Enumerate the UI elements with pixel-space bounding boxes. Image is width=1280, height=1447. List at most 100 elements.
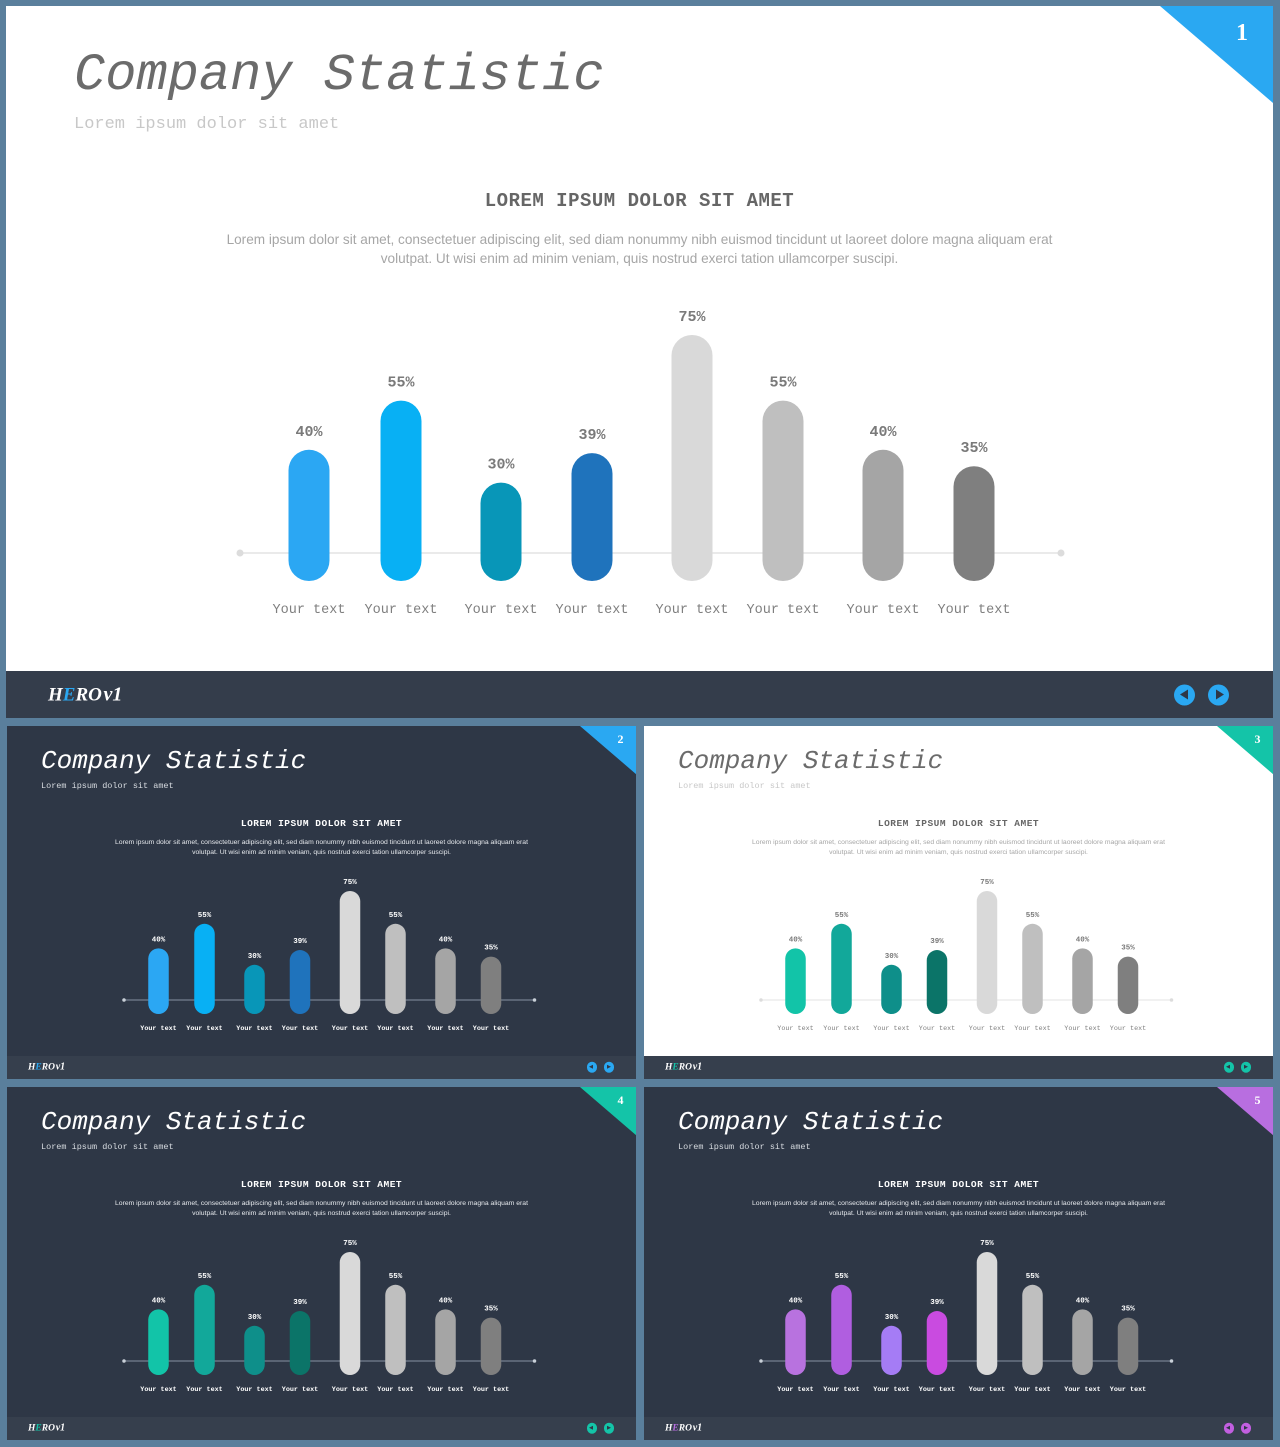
value-label-6: 55%	[389, 911, 403, 919]
value-label-3: 30%	[248, 952, 262, 960]
slide-title-word-company: Company	[41, 1107, 151, 1137]
category-label-8: Your text	[473, 1386, 509, 1394]
category-label-5: Your text	[969, 1386, 1005, 1394]
slide-title-word-company: Company	[678, 746, 788, 776]
category-label-4: Your text	[919, 1386, 955, 1394]
category-label-6: Your text	[1014, 1386, 1050, 1394]
value-label-7: 40%	[1076, 1297, 1090, 1305]
brand-accent-letter: E	[35, 1062, 42, 1073]
category-label-4: Your text	[282, 1386, 318, 1394]
slide-title-word-company: Company	[41, 746, 151, 776]
bar-chart: 40% Your text 55% Your text 30% Your text 39% Y…	[122, 1240, 537, 1394]
slide-2: Company Statistic Lorem ipsum dolor sit …	[7, 726, 636, 1079]
value-label-4: 39%	[930, 1299, 944, 1307]
chart-heading: LOREM IPSUM DOLOR SIT AMET	[877, 818, 1040, 829]
category-label-6: Your text	[1014, 1025, 1050, 1033]
baseline-start-dot	[122, 997, 126, 1002]
chart-description-line-1: Lorem ipsum dolor sit amet, consectetuer…	[226, 232, 1053, 247]
arrow-right-icon[interactable]	[603, 1062, 614, 1073]
baseline-start-dot	[759, 1358, 763, 1363]
bar-8	[480, 1317, 502, 1375]
value-label-5: 75%	[343, 1240, 357, 1248]
bar-1	[148, 947, 169, 1014]
value-label-2: 55%	[198, 911, 212, 919]
chart-description-line-2: volutpat. Ut wisi enim ad minim veniam, …	[380, 251, 899, 266]
baseline-end-dot	[532, 997, 537, 1002]
bar-8	[953, 466, 995, 581]
value-label-4: 39%	[578, 427, 606, 444]
brand-prefix: H	[665, 1423, 673, 1434]
brand-accent-letter: E	[35, 1423, 42, 1434]
bar-3	[881, 1325, 902, 1375]
value-label-7: 40%	[439, 1297, 453, 1305]
arrow-right-icon[interactable]	[603, 1423, 614, 1434]
arrow-right-icon[interactable]	[1240, 1423, 1251, 1434]
value-label-8: 35%	[1121, 944, 1135, 952]
chart-heading: LOREM IPSUM DOLOR SIT AMET	[877, 1179, 1040, 1190]
value-label-4: 39%	[293, 1299, 307, 1307]
slide-nav	[586, 1062, 614, 1073]
bar-5	[976, 890, 998, 1014]
category-label-1: Your text	[777, 1386, 813, 1394]
category-label-2: Your text	[823, 1025, 859, 1033]
chart-description-line-1: Lorem ipsum dolor sit amet, consectetuer…	[115, 1200, 528, 1207]
brand-version: v1	[55, 1422, 66, 1434]
category-label-8: Your text	[1110, 1386, 1146, 1394]
value-label-3: 30%	[885, 952, 899, 960]
bar-1	[148, 1308, 169, 1375]
bar-7	[1072, 947, 1093, 1014]
value-label-3: 30%	[885, 1313, 899, 1321]
bar-2	[194, 923, 215, 1014]
arrow-left-icon[interactable]	[586, 1062, 597, 1073]
category-label-4: Your text	[556, 603, 629, 618]
bar-4	[571, 453, 613, 581]
category-label-3: Your text	[236, 1025, 272, 1033]
arrow-left-icon[interactable]	[586, 1423, 597, 1434]
arrow-left-icon[interactable]	[1223, 1423, 1234, 1434]
bar-4	[926, 949, 948, 1014]
bar-7	[862, 449, 904, 581]
value-label-6: 55%	[769, 375, 797, 392]
value-label-6: 55%	[1026, 911, 1040, 919]
brand-version: v1	[55, 1061, 66, 1073]
bar-1	[288, 449, 330, 581]
slide-title: Company Statistic	[41, 1107, 306, 1137]
slide-title-word-statistic: Statistic	[165, 746, 307, 776]
chart-description: Lorem ipsum dolor sit amet, consectetuer…	[82, 838, 561, 857]
brand-logo: HERO v1	[665, 1062, 702, 1073]
slide-subtitle: Lorem ipsum dolor sit amet	[41, 780, 174, 791]
slide-title: Company Statistic	[74, 46, 605, 105]
brand-version: v1	[692, 1061, 703, 1073]
brand-accent-letter: E	[62, 684, 76, 705]
arrow-left-icon[interactable]	[1223, 1062, 1234, 1073]
bar-chart: 40% Your text 55% Your text 30% Your text 39% Y…	[236, 309, 1065, 618]
category-label-2: Your text	[823, 1386, 859, 1394]
arrow-right-icon[interactable]	[1240, 1062, 1251, 1073]
value-label-8: 35%	[484, 1305, 498, 1313]
slide-title: Company Statistic	[678, 1107, 943, 1137]
brand-suffix: RO	[678, 1423, 692, 1434]
slide-footer: HERO v1	[7, 1055, 636, 1079]
corner-badge	[1160, 6, 1273, 103]
slide-footer: HERO v1	[7, 1416, 636, 1440]
corner-badge	[579, 1087, 636, 1136]
slide-title: Company Statistic	[678, 746, 943, 776]
slide-number: 4	[617, 1093, 624, 1107]
slide-title-word-company: Company	[678, 1107, 788, 1137]
slide-subtitle: Lorem ipsum dolor sit amet	[41, 1141, 174, 1152]
bar-5	[339, 1251, 361, 1375]
category-label-7: Your text	[427, 1386, 463, 1394]
value-label-1: 40%	[295, 424, 323, 441]
slide-footer: HERO v1	[6, 671, 1273, 718]
slide-subtitle: Lorem ipsum dolor sit amet	[74, 115, 340, 134]
category-label-5: Your text	[332, 1386, 368, 1394]
value-label-3: 30%	[248, 1313, 262, 1321]
bar-4	[926, 1310, 948, 1375]
arrow-left-icon[interactable]	[1174, 684, 1195, 705]
bar-8	[1117, 1317, 1139, 1375]
brand-prefix: H	[28, 1062, 36, 1073]
category-label-3: Your text	[873, 1025, 909, 1033]
brand-suffix: RO	[678, 1062, 692, 1073]
value-label-2: 55%	[198, 1272, 212, 1280]
arrow-right-icon[interactable]	[1208, 684, 1229, 705]
